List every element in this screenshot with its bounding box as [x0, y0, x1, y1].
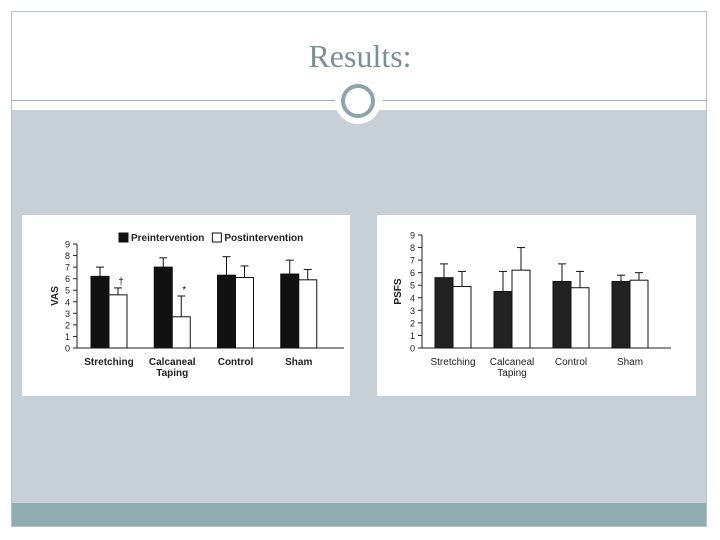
y-tick-label: 6: [410, 268, 415, 278]
x-tick-label: Stretching: [430, 357, 475, 368]
bar: [298, 279, 318, 349]
bar: [434, 277, 454, 349]
legend-label: Postintervention: [224, 233, 303, 244]
bar: [511, 269, 531, 349]
vas-chart-panel: 0 1 2 3 4 5 6 7 8 9 VAS Stretching Calcaneal Taping Co…: [22, 215, 350, 396]
y-tick-label: 3: [65, 309, 70, 319]
y-tick-label: 2: [65, 320, 70, 330]
y-tick-label: 8: [410, 243, 415, 253]
x-tick-label: Control: [555, 357, 587, 368]
y-tick-label: 3: [410, 306, 415, 316]
x-tick-label: Calcaneal: [149, 357, 196, 368]
legend-label: Preintervention: [131, 233, 204, 244]
bar: [90, 275, 110, 349]
y-tick-label: 0: [65, 344, 70, 354]
psfs-chart-panel: 0 1 2 3 4 5 6 7 8 9 PSFS Stretching Calcaneal Taping C…: [377, 215, 696, 396]
circle-ornament-icon: [341, 84, 375, 118]
significance-marker: *: [182, 285, 186, 296]
bar: [452, 285, 472, 349]
x-tick-label: Control: [218, 357, 254, 368]
y-tick-label: 8: [65, 251, 70, 261]
bar: [153, 266, 173, 349]
y-tick-label: 1: [65, 332, 70, 342]
x-tick-label: Taping: [497, 368, 526, 379]
bar: [570, 287, 590, 349]
bar: [171, 316, 191, 349]
significance-marker: †: [118, 277, 124, 288]
y-tick-label: 1: [410, 331, 415, 341]
y-tick-label: 2: [410, 318, 415, 328]
y-tick-label: 9: [410, 231, 415, 241]
y-tick-label: 4: [410, 293, 415, 303]
x-tick-label: Sham: [617, 357, 643, 368]
y-tick-label: 0: [410, 344, 415, 354]
y-tick-label: 9: [65, 240, 70, 250]
y-tick-label: 6: [65, 274, 70, 284]
y-axis-label: VAS: [50, 286, 61, 306]
x-tick-label: Taping: [156, 368, 188, 379]
legend-swatch: [211, 232, 222, 243]
bar: [217, 274, 236, 349]
bar: [552, 280, 572, 349]
y-tick-label: 7: [65, 263, 70, 273]
slide-title: Results:: [308, 38, 412, 74]
x-tick-label: Calcaneal: [490, 357, 534, 368]
x-tick-label: Stretching: [84, 357, 133, 368]
y-axis-label: PSFS: [393, 278, 404, 304]
bar: [629, 279, 649, 349]
y-tick-label: 5: [410, 281, 415, 291]
y-tick-label: 5: [65, 286, 70, 296]
bar: [235, 277, 254, 349]
y-tick-label: 7: [410, 256, 415, 266]
x-tick-label: Sham: [285, 357, 312, 368]
title-divider-right: [383, 100, 707, 101]
title-divider-left: [11, 100, 337, 101]
bar: [493, 291, 513, 349]
y-tick-label: 4: [65, 297, 70, 307]
bar: [280, 273, 300, 349]
bar: [108, 294, 128, 349]
legend-swatch: [118, 232, 129, 243]
bar: [611, 280, 631, 349]
footer-band: [12, 503, 706, 526]
